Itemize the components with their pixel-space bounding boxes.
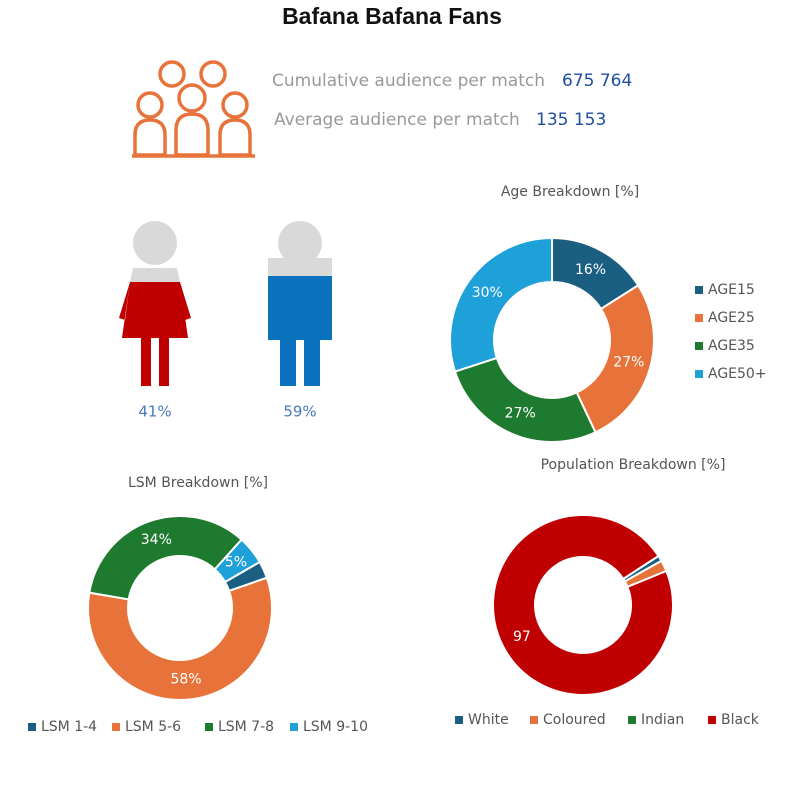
value-label: 27% <box>613 354 644 370</box>
legend-swatch <box>628 716 636 724</box>
male-figure <box>268 221 332 386</box>
legend-swatch <box>695 286 703 294</box>
figure-dress <box>119 282 191 386</box>
value-label: 41% <box>138 403 171 421</box>
legend-label: Indian <box>641 712 684 728</box>
donut-segment <box>87 576 273 701</box>
legend-swatch <box>28 723 36 731</box>
stat-value: 135 153 <box>536 110 606 130</box>
value-label: 59% <box>283 403 316 421</box>
legend-label: LSM 5-6 <box>125 719 181 735</box>
legend-swatch <box>112 723 120 731</box>
legend-label: LSM 1-4 <box>41 719 97 735</box>
value-label: 16% <box>575 262 606 278</box>
legend-swatch <box>290 723 298 731</box>
legend-label: Coloured <box>543 712 606 728</box>
value-label: 34% <box>141 532 172 548</box>
legend-swatch <box>708 716 716 724</box>
legend-swatch <box>205 723 213 731</box>
value-label: 5% <box>225 555 247 571</box>
figure-head <box>278 221 322 265</box>
figure-body <box>268 276 332 386</box>
legend-swatch <box>455 716 463 724</box>
legend-swatch <box>695 314 703 322</box>
legend-label: AGE35 <box>708 338 755 354</box>
legend-label: AGE50+ <box>708 366 767 382</box>
value-label: 97 <box>513 629 531 645</box>
figure-head <box>133 221 177 265</box>
value-label: 30% <box>472 285 503 301</box>
legend-label: Black <box>721 712 760 728</box>
stat-label: Average audience per match <box>274 110 520 130</box>
audience-icon <box>132 60 255 158</box>
legend-swatch <box>695 342 703 350</box>
figure-torso <box>268 258 332 276</box>
legend-swatch <box>530 716 538 724</box>
chart-title: LSM Breakdown [%] <box>128 475 268 491</box>
page-title: Bafana Bafana Fans <box>282 3 502 29</box>
stat-label: Cumulative audience per match <box>272 71 545 91</box>
donut-segment <box>575 283 655 434</box>
legend-label: White <box>468 712 509 728</box>
chart-title: Population Breakdown [%] <box>541 457 726 473</box>
stat-value: 675 764 <box>562 71 632 91</box>
value-label: 58% <box>170 672 201 688</box>
donut-segment <box>449 236 553 373</box>
legend-label: LSM 9-10 <box>303 719 368 735</box>
value-label: 27% <box>505 405 536 421</box>
legend-label: AGE15 <box>708 282 755 298</box>
figure-torso <box>130 268 180 282</box>
donut-segment <box>88 515 243 601</box>
legend-swatch <box>695 370 703 378</box>
donut-segment <box>213 538 262 584</box>
female-figure <box>119 221 191 386</box>
legend-label: AGE25 <box>708 310 755 326</box>
legend-label: LSM 7-8 <box>218 719 274 735</box>
chart-title: Age Breakdown [%] <box>501 184 639 200</box>
donut-segment <box>453 356 597 443</box>
donut-segment <box>492 514 674 696</box>
